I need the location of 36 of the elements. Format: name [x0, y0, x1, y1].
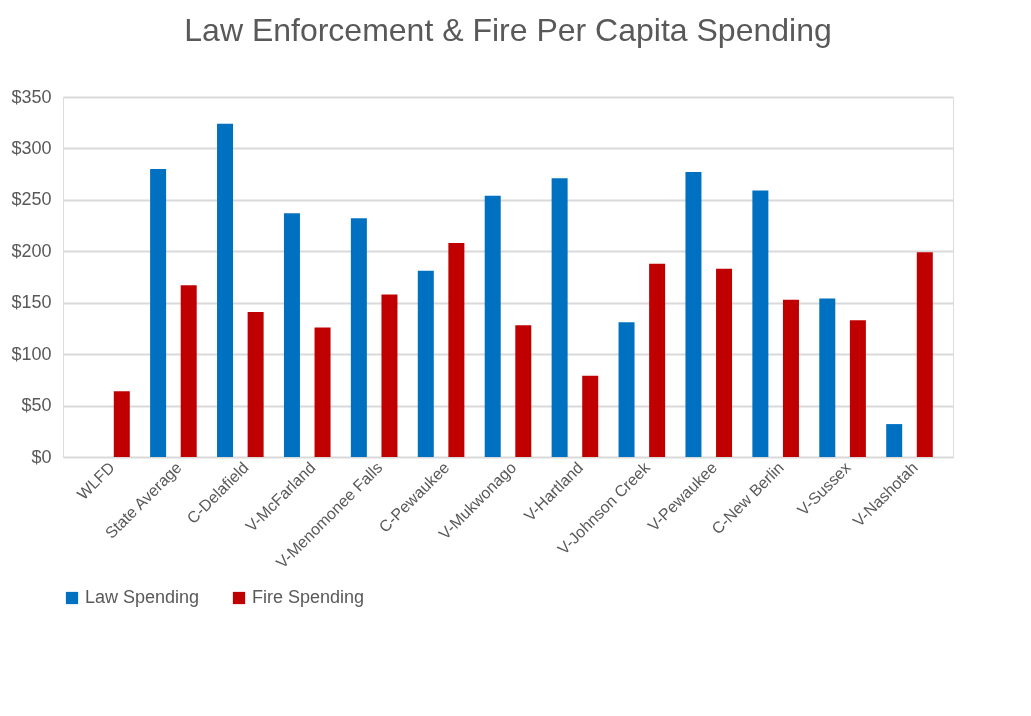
y-tick-label: $200	[11, 240, 52, 261]
bar	[819, 298, 836, 457]
bar	[716, 268, 733, 457]
bar	[752, 190, 769, 457]
bar	[849, 320, 866, 457]
chart-title: Law Enforcement & Fire Per Capita Spending	[184, 12, 832, 48]
bar	[314, 327, 331, 457]
bar	[381, 294, 398, 457]
bar	[649, 263, 666, 457]
bar	[782, 299, 799, 457]
y-tick-label: $350	[11, 86, 52, 107]
bar	[448, 243, 465, 457]
bar	[685, 172, 702, 457]
bar	[283, 213, 300, 457]
bar	[150, 169, 167, 457]
y-tick-label: $100	[11, 343, 52, 364]
bar	[886, 424, 903, 457]
bar	[113, 391, 130, 457]
bar	[417, 270, 434, 457]
bar	[618, 322, 635, 457]
y-tick-label: $150	[11, 292, 52, 313]
y-tick-label: $250	[11, 189, 52, 210]
bar	[515, 325, 532, 457]
y-tick-label: $0	[31, 446, 52, 467]
y-tick-label: $50	[21, 395, 52, 416]
bar	[551, 178, 568, 457]
y-tick-label: $300	[11, 137, 52, 158]
bar	[916, 252, 933, 457]
bar	[484, 195, 501, 457]
bar	[217, 123, 234, 457]
bar	[350, 218, 367, 457]
bar	[582, 375, 599, 457]
bar	[247, 311, 264, 457]
legend-label: Fire Spending	[252, 587, 365, 607]
bar	[180, 285, 197, 457]
legend-label: Law Spending	[85, 587, 200, 607]
